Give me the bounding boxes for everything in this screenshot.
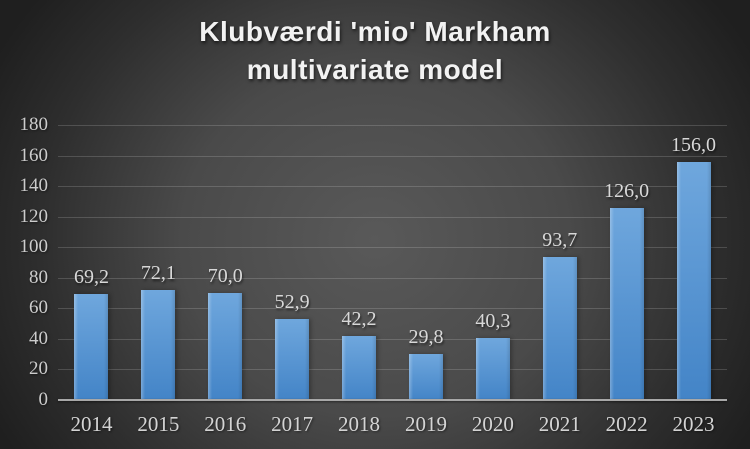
data-label-2019: 29,8 [408,326,444,349]
chart-title-line1: Klubværdi 'mio' Markham [199,16,551,47]
y-tick-label-40: 40 [29,327,48,349]
data-label-2022: 126,0 [604,179,650,202]
bar-2019[interactable] [408,354,443,400]
y-tick-label-140: 140 [19,175,49,197]
data-label-2021: 93,7 [542,228,578,251]
chart-title: Klubværdi 'mio' Markham multivariate mod… [0,13,750,89]
gridline-40 [58,338,727,340]
x-tick-label-2022: 2022 [605,412,648,436]
y-tick-label-100: 100 [19,236,49,258]
plot-area: 69,2 72,1 70,0 52,9 42,2 29,8 40,3 93,7 126,0 156… [58,125,727,401]
y-tick-label-180: 180 [19,114,49,135]
x-tick-label-2018: 2018 [338,412,381,436]
y-tick-label-0: 0 [38,389,49,410]
data-label-2020: 40,3 [475,310,511,333]
data-label-2016: 70,0 [207,265,243,288]
gridline-20 [58,369,727,371]
y-tick-label-20: 20 [29,358,48,380]
data-label-2015: 72,1 [140,261,176,284]
x-tick-label-2014: 2014 [70,412,113,436]
bar-2014[interactable] [74,294,109,400]
chart-title-line2: multivariate model [246,54,504,85]
bar-2015[interactable] [141,289,176,400]
bar-2022[interactable] [609,207,644,400]
data-label-2017: 52,9 [274,291,310,314]
x-tick-label-2019: 2019 [404,412,447,436]
bar-2018[interactable] [342,335,377,400]
x-tick-label-2016: 2016 [204,412,247,436]
x-tick-label-2023: 2023 [672,412,715,436]
gridline-180 [58,125,727,126]
gridline-100 [58,247,727,249]
gridline-60 [58,308,727,310]
x-axis-line [58,399,727,401]
bar-2017[interactable] [275,319,310,400]
x-axis: 2014 2015 2016 2017 2018 2019 2020 2021 2022 2023 [58,411,727,441]
y-tick-label-120: 120 [19,205,49,227]
y-tick-label-60: 60 [29,297,48,319]
bar-2023[interactable] [676,161,711,400]
bar-2020[interactable] [475,338,510,400]
gridline-160 [58,155,727,157]
gridline-80 [58,277,727,279]
y-tick-label-160: 160 [19,144,49,166]
y-tick-label-80: 80 [29,266,48,288]
gridline-120 [58,216,727,218]
x-tick-label-2015: 2015 [137,412,180,436]
x-tick-label-2017: 2017 [271,412,314,436]
x-tick-label-2020: 2020 [471,412,514,436]
data-label-2014: 69,2 [73,266,109,289]
data-label-2023: 156,0 [671,133,717,156]
bar-2021[interactable] [542,256,577,400]
y-axis: 180 160 140 120 100 80 60 40 20 0 [0,114,49,410]
data-label-2018: 42,2 [341,307,377,330]
gridline-140 [58,186,727,188]
x-tick-label-2021: 2021 [538,412,581,436]
bar-2016[interactable] [208,293,243,400]
